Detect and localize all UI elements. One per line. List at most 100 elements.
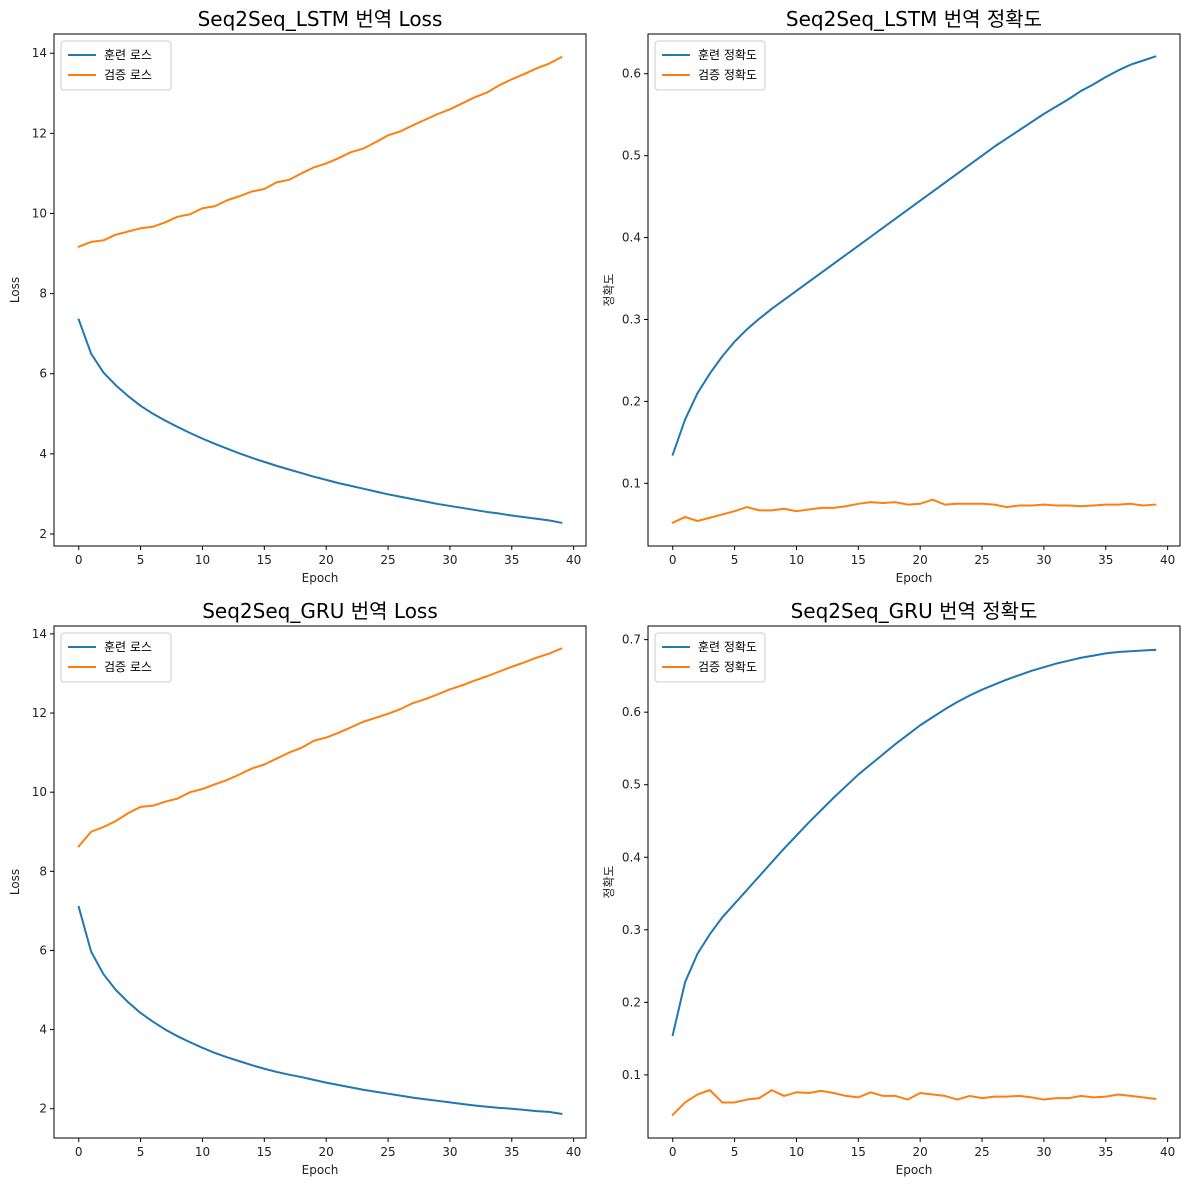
series-line-1 (77, 905, 563, 1116)
plot-frame (53, 33, 587, 547)
y-tick-label: 0.5 (622, 149, 641, 163)
series-line-2 (671, 1089, 1157, 1117)
legend-label-2: 검증 정확도 (698, 660, 757, 674)
legend-label-1: 훈련 로스 (104, 640, 152, 654)
x-tick-label: 5 (731, 1145, 739, 1159)
plot-frame (53, 625, 587, 1139)
y-axis-label: Loss (8, 869, 22, 895)
x-tick-label: 20 (913, 1145, 928, 1159)
y-tick-label: 0.4 (622, 231, 641, 245)
x-tick-label: 5 (731, 553, 739, 567)
y-tick-label: 0.3 (622, 923, 641, 937)
y-tick-label: 2 (39, 1102, 47, 1116)
y-tick-label: 12 (32, 126, 47, 140)
x-tick-label: 35 (1098, 1145, 1113, 1159)
legend-box (654, 40, 766, 91)
plot-frame (647, 33, 1181, 547)
x-tick-label: 35 (504, 553, 519, 567)
legend-label-1: 훈련 로스 (104, 48, 152, 62)
x-tick-label: 25 (974, 553, 989, 567)
x-tick-label: 30 (1036, 553, 1051, 567)
y-tick-label: 2 (39, 527, 47, 541)
series-line-1 (77, 318, 563, 524)
x-tick-label: 35 (504, 1145, 519, 1159)
x-tick-label: 10 (789, 1145, 804, 1159)
x-tick-label: 0 (669, 553, 677, 567)
chart-title: Seq2Seq_LSTM 번역 정확도 (786, 7, 1042, 31)
x-tick-label: 10 (195, 553, 210, 567)
x-axis-label: Epoch (302, 571, 339, 585)
legend-label-1: 훈련 정확도 (698, 48, 757, 62)
x-tick-label: 0 (669, 1145, 677, 1159)
series-line-2 (77, 55, 563, 249)
y-tick-label: 0.7 (622, 633, 641, 647)
x-tick-label: 15 (257, 1145, 272, 1159)
legend-box (654, 632, 766, 683)
x-tick-label: 10 (195, 1145, 210, 1159)
x-tick-label: 15 (851, 1145, 866, 1159)
y-tick-label: 0.1 (622, 476, 641, 490)
chart-title: Seq2Seq_LSTM 번역 Loss (198, 7, 443, 31)
y-axis-label: 정확도 (602, 273, 616, 306)
y-tick-label: 4 (39, 447, 47, 461)
x-axis-label: Epoch (302, 1163, 339, 1177)
y-tick-label: 8 (39, 287, 47, 301)
x-tick-label: 25 (974, 1145, 989, 1159)
chart-title: Seq2Seq_GRU 번역 정확도 (791, 599, 1038, 623)
x-axis-label: Epoch (896, 571, 933, 585)
y-tick-label: 12 (32, 706, 47, 720)
y-tick-label: 0.6 (622, 705, 641, 719)
chart-panel-4: Seq2Seq_GRU 번역 정확도 0 5 10 15 20 25 30 35 40 0.1 0.2… (602, 599, 1181, 1177)
plot-frame (647, 625, 1181, 1139)
chart-panel-1: Seq2Seq_LSTM 번역 Loss 0 5 10 15 20 25 30 35 40 2 4 6 8… (8, 7, 587, 585)
y-tick-label: 10 (32, 206, 47, 220)
x-tick-label: 0 (75, 553, 83, 567)
x-axis-label: Epoch (896, 1163, 933, 1177)
legend-label-2: 검증 로스 (104, 68, 152, 82)
y-tick-label: 4 (39, 1023, 47, 1037)
x-tick-label: 5 (137, 1145, 145, 1159)
x-tick-label: 20 (319, 553, 334, 567)
x-tick-label: 25 (380, 553, 395, 567)
chart-title: Seq2Seq_GRU 번역 Loss (202, 599, 438, 623)
x-tick-label: 5 (137, 553, 145, 567)
x-tick-label: 40 (566, 553, 581, 567)
x-tick-label: 40 (1160, 553, 1175, 567)
x-tick-label: 15 (851, 553, 866, 567)
series-line-2 (671, 498, 1157, 524)
y-tick-label: 14 (32, 46, 47, 60)
x-tick-label: 30 (442, 553, 457, 567)
y-tick-label: 10 (32, 785, 47, 799)
x-tick-label: 10 (789, 553, 804, 567)
series-line-1 (671, 55, 1157, 456)
x-tick-label: 30 (442, 1145, 457, 1159)
y-tick-label: 0.4 (622, 850, 641, 864)
y-tick-label: 0.2 (622, 394, 641, 408)
x-tick-label: 15 (257, 553, 272, 567)
x-tick-label: 30 (1036, 1145, 1051, 1159)
y-axis-label: Loss (8, 277, 22, 303)
chart-panel-2: Seq2Seq_LSTM 번역 정확도 0 5 10 15 20 25 30 35 40 0.1 0.… (602, 7, 1181, 585)
x-tick-label: 40 (566, 1145, 581, 1159)
legend-label-2: 검증 정확도 (698, 68, 757, 82)
x-tick-label: 0 (75, 1145, 83, 1159)
y-tick-label: 0.5 (622, 778, 641, 792)
x-tick-label: 20 (319, 1145, 334, 1159)
y-axis-label: 정확도 (602, 865, 616, 898)
x-tick-label: 35 (1098, 553, 1113, 567)
y-tick-label: 6 (39, 943, 47, 957)
series-line-1 (671, 648, 1157, 1037)
y-tick-label: 0.2 (622, 995, 641, 1009)
y-tick-label: 0.3 (622, 312, 641, 326)
legend-box (60, 632, 172, 683)
x-tick-label: 20 (913, 553, 928, 567)
legend-label-2: 검증 로스 (104, 660, 152, 674)
y-tick-label: 14 (32, 627, 47, 641)
x-tick-label: 25 (380, 1145, 395, 1159)
y-tick-label: 8 (39, 864, 47, 878)
